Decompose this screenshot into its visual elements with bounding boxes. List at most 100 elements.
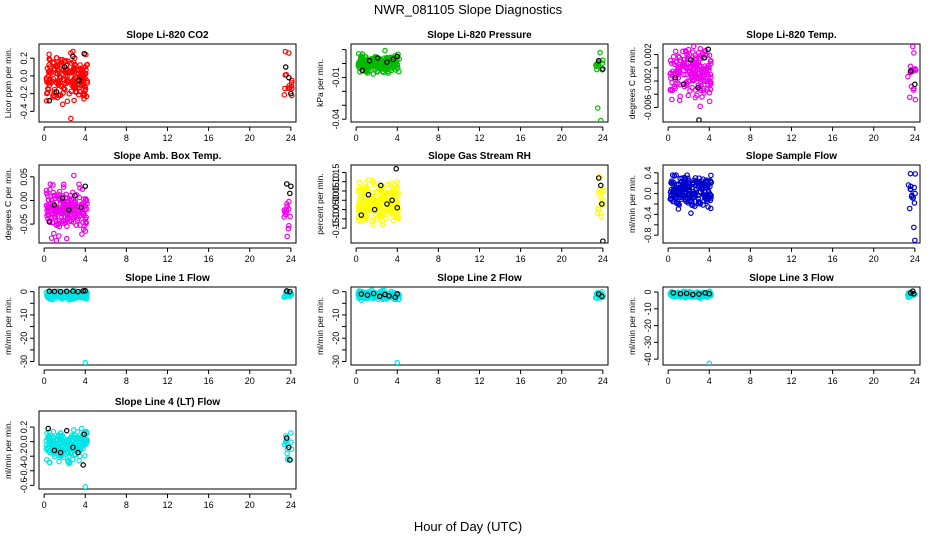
- data-point: [707, 178, 714, 184]
- reference-point: [394, 204, 401, 211]
- plot-frame: [38, 410, 297, 490]
- data-point: [388, 288, 394, 295]
- data-point: [390, 217, 397, 224]
- point-layer: [43, 172, 294, 243]
- data-point: [357, 55, 364, 62]
- data-point: [285, 225, 292, 232]
- reference-point: [672, 74, 679, 81]
- x-tick-label: 12: [474, 254, 484, 264]
- data-point: [60, 184, 67, 190]
- data-point: [84, 430, 90, 437]
- chart-panel: Slope Sample Flow 0 4 8 12 16 20 24 -0.8 -0.4 0.0 0…: [627, 151, 921, 264]
- data-point: [60, 181, 67, 188]
- reference-point: [80, 462, 87, 468]
- data-point: [52, 211, 59, 218]
- x-tick-label: 4: [83, 376, 88, 386]
- x-tick-label: 16: [204, 500, 214, 510]
- data-point: [379, 221, 386, 228]
- data-point: [54, 446, 61, 453]
- data-point: [685, 92, 692, 99]
- chart-panel: Slope Line 1 Flow 0 4 8 12 16 20 24 -30 -20 -10 0 ml…: [3, 273, 297, 386]
- data-point: [54, 436, 61, 443]
- data-point: [43, 97, 50, 104]
- y-tick-label: 0.0: [643, 187, 653, 200]
- data-point: [671, 61, 678, 68]
- data-point: [361, 207, 368, 213]
- data-point: [391, 189, 398, 196]
- data-point: [48, 79, 55, 85]
- reference-point: [51, 202, 58, 208]
- reference-point: [76, 77, 82, 84]
- reference-point: [394, 53, 401, 60]
- x-tick-label: 8: [436, 254, 441, 264]
- data-point: [686, 68, 693, 74]
- data-point: [369, 177, 376, 184]
- x-tick-label: 20: [869, 376, 879, 386]
- data-point: [282, 293, 288, 299]
- data-point: [685, 46, 692, 53]
- reference-point: [598, 182, 604, 189]
- reference-point: [66, 207, 72, 213]
- y-tick-label: -10: [331, 308, 341, 321]
- data-point: [77, 443, 84, 450]
- data-point: [64, 98, 71, 105]
- x-tick-label: 16: [516, 254, 526, 264]
- data-point: [78, 425, 85, 432]
- data-point: [60, 198, 66, 205]
- reference-point: [365, 191, 372, 198]
- data-point: [57, 430, 64, 436]
- x-axis-title: Hour of Day (UTC): [414, 519, 522, 534]
- reference-point: [680, 81, 687, 88]
- data-point: [44, 444, 51, 451]
- data-point: [912, 171, 919, 177]
- y-tick-label: -0.15: [331, 218, 341, 239]
- data-point: [53, 295, 60, 301]
- data-point: [77, 62, 83, 68]
- outlier-point: [82, 359, 89, 365]
- reference-point: [370, 290, 377, 297]
- y-tick-label: -10: [643, 302, 653, 315]
- outlier-point: [53, 237, 60, 243]
- y-tick-label: -30: [331, 355, 341, 368]
- data-point: [45, 215, 51, 222]
- x-tick-label: 8: [436, 133, 441, 143]
- y-axis-title: ml/min per min.: [3, 297, 13, 355]
- data-point: [906, 205, 913, 212]
- reference-point: [57, 449, 64, 456]
- reference-point: [61, 64, 68, 70]
- reference-point: [283, 435, 290, 441]
- reference-point: [70, 53, 76, 60]
- x-tick-label: 0: [666, 254, 671, 264]
- data-point: [672, 192, 679, 199]
- data-point: [61, 220, 67, 227]
- data-point: [688, 210, 694, 216]
- data-point: [668, 180, 674, 186]
- panel-title: Slope Li-820 CO2: [126, 30, 209, 41]
- data-point: [46, 62, 52, 68]
- data-point: [362, 67, 369, 74]
- data-point: [705, 204, 712, 210]
- reference-point: [57, 288, 64, 295]
- x-tick-label: 0: [42, 254, 47, 264]
- data-point: [911, 50, 917, 56]
- y-tick-label: 0.002: [643, 43, 653, 66]
- x-tick-label: 20: [557, 254, 567, 264]
- data-point: [370, 71, 377, 77]
- data-point: [281, 207, 288, 213]
- data-point: [357, 61, 364, 67]
- x-tick-label: 8: [124, 500, 129, 510]
- data-point: [76, 457, 82, 464]
- plot-frame: [662, 43, 921, 123]
- data-point: [698, 178, 705, 184]
- chart-panel: Slope Amb. Box Temp. 0 4 8 12 16 20 24 -0.05 0.00…: [3, 151, 297, 264]
- reference-point: [45, 425, 52, 432]
- point-layer: [43, 425, 295, 489]
- data-point: [83, 197, 90, 204]
- data-point: [71, 295, 78, 302]
- y-tick-label: -0.8: [643, 227, 653, 243]
- data-point: [701, 90, 707, 96]
- plot-frame: [662, 286, 921, 366]
- y-tick-label: -0.4: [643, 207, 653, 223]
- data-point: [702, 47, 709, 54]
- data-point: [676, 202, 683, 208]
